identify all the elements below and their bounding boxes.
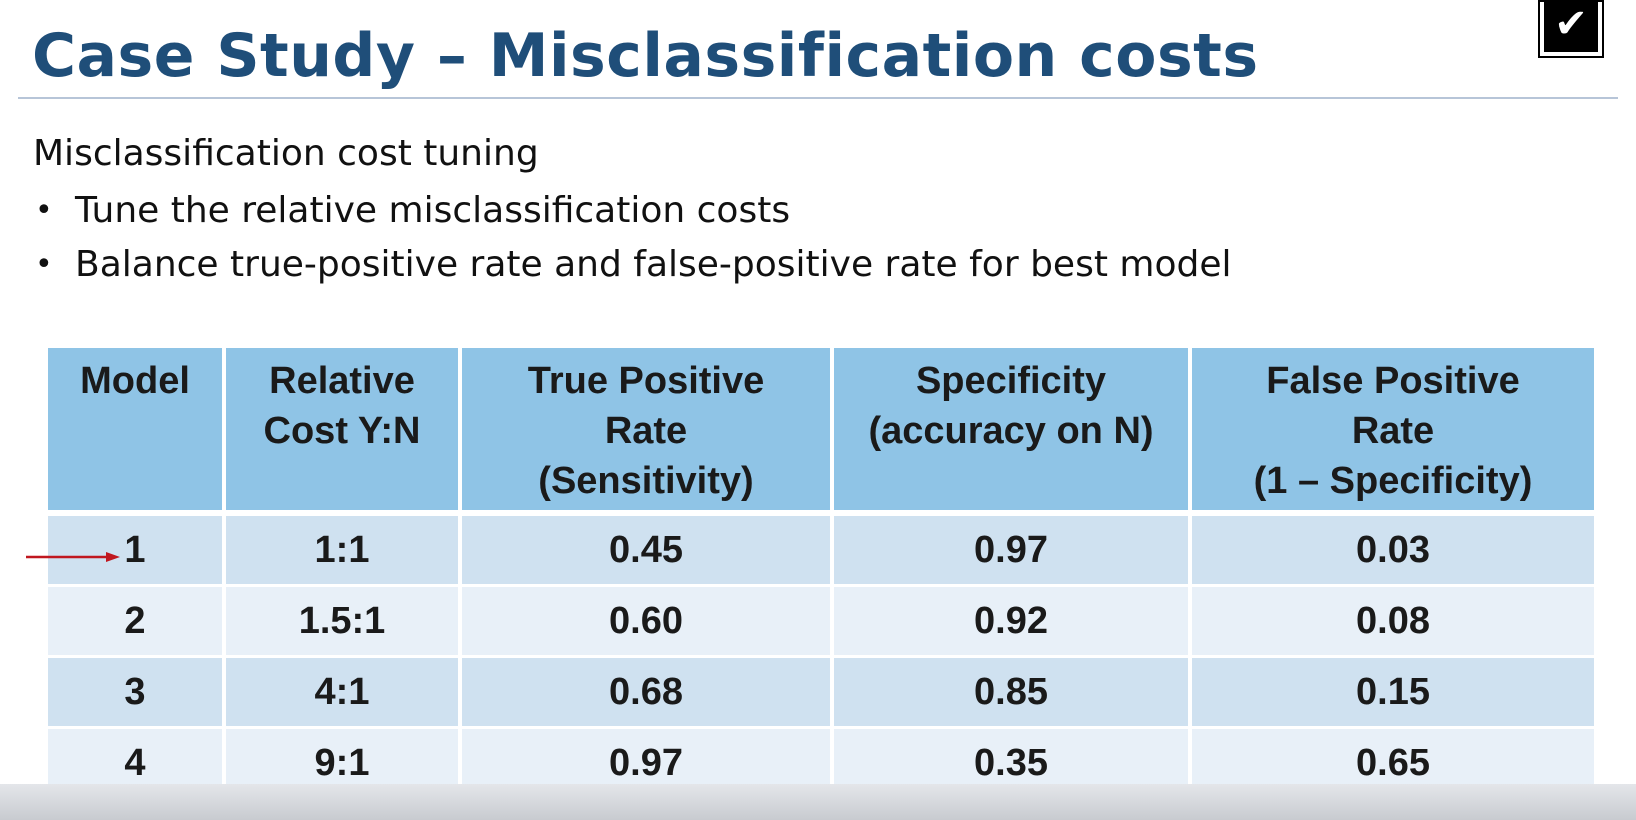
cell-model: 2 bbox=[48, 587, 226, 658]
cell-false-positive-rate: 0.03 bbox=[1192, 516, 1594, 587]
title-divider bbox=[18, 97, 1618, 99]
section-subtitle: Misclassification cost tuning bbox=[33, 133, 539, 174]
header-line: Model bbox=[80, 360, 190, 402]
header-line: True Positive bbox=[527, 360, 765, 402]
misclassification-cost-table: Model Relative Cost Y:N True Positive Ra… bbox=[48, 348, 1594, 800]
header-model: Model bbox=[48, 348, 226, 516]
bullet-item: • Tune the relative misclassification co… bbox=[33, 184, 1231, 238]
bullet-text: Balance true-positive rate and false-pos… bbox=[75, 244, 1232, 285]
arrow-right-icon bbox=[26, 552, 120, 562]
header-line: Cost Y:N bbox=[263, 410, 421, 452]
header-relative-cost: Relative Cost Y:N bbox=[226, 348, 462, 516]
bullet-item: • Balance true-positive rate and false-p… bbox=[33, 238, 1231, 292]
cell-false-positive-rate: 0.15 bbox=[1192, 658, 1594, 729]
bullet-dot-icon: • bbox=[35, 193, 53, 228]
cell-true-positive-rate: 0.68 bbox=[462, 658, 834, 729]
header-line: (1 – Specificity) bbox=[1253, 460, 1533, 502]
header-line: False Positive bbox=[1266, 360, 1520, 402]
bullet-list: • Tune the relative misclassification co… bbox=[33, 184, 1231, 292]
cell-specificity: 0.97 bbox=[834, 516, 1192, 587]
cell-relative-cost: 4:1 bbox=[226, 658, 462, 729]
cell-specificity: 0.92 bbox=[834, 587, 1192, 658]
cell-relative-cost: 1:1 bbox=[226, 516, 462, 587]
cell-true-positive-rate: 0.60 bbox=[462, 587, 834, 658]
bullet-text: Tune the relative misclassification cost… bbox=[75, 190, 791, 231]
cell-relative-cost: 1.5:1 bbox=[226, 587, 462, 658]
cell-false-positive-rate: 0.08 bbox=[1192, 587, 1594, 658]
cell-model: 1 bbox=[48, 516, 226, 587]
header-line: Specificity bbox=[915, 360, 1107, 402]
checkbox-checked-icon[interactable]: ✔ bbox=[1538, 0, 1604, 58]
header-line: (accuracy on N) bbox=[868, 410, 1154, 452]
check-mark-glyph: ✔ bbox=[1544, 2, 1598, 52]
header-line: (Sensitivity) bbox=[538, 460, 754, 502]
bullet-dot-icon: • bbox=[35, 247, 53, 282]
cell-true-positive-rate: 0.45 bbox=[462, 516, 834, 587]
table-row: 3 4:1 0.68 0.85 0.15 bbox=[48, 658, 1594, 729]
slide-title: Case Study – Misclassification costs bbox=[32, 21, 1259, 91]
header-line: Relative bbox=[269, 360, 415, 402]
cell-specificity: 0.85 bbox=[834, 658, 1192, 729]
header-line: Rate bbox=[604, 410, 688, 452]
header-false-positive-rate: False Positive Rate (1 – Specificity) bbox=[1192, 348, 1594, 516]
header-true-positive-rate: True Positive Rate (Sensitivity) bbox=[462, 348, 834, 516]
header-specificity: Specificity (accuracy on N) bbox=[834, 348, 1192, 516]
cell-model: 3 bbox=[48, 658, 226, 729]
table-row: 1 1:1 0.45 0.97 0.03 bbox=[48, 516, 1594, 587]
table-header-row: Model Relative Cost Y:N True Positive Ra… bbox=[48, 348, 1594, 516]
table-row: 2 1.5:1 0.60 0.92 0.08 bbox=[48, 587, 1594, 658]
video-bottom-shade bbox=[0, 784, 1636, 820]
header-line: Rate bbox=[1351, 410, 1435, 452]
